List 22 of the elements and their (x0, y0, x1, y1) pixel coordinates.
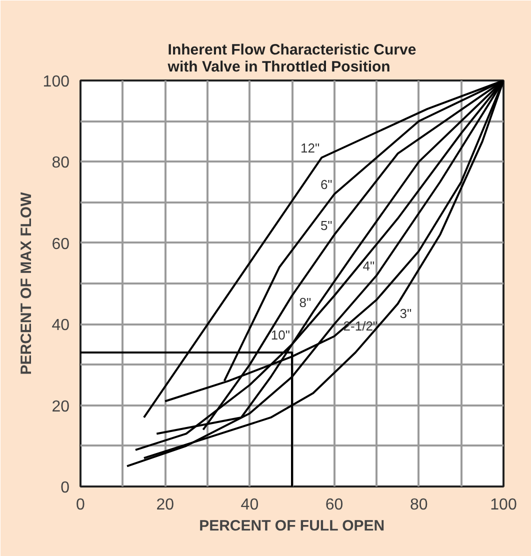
x-tick-label: 0 (76, 496, 86, 514)
series-label: 3" (400, 306, 412, 321)
x-tick-label: 20 (156, 496, 174, 514)
series-label: 12" (300, 140, 320, 156)
series-label: 6" (320, 177, 333, 192)
y-tick-label: 60 (52, 236, 70, 253)
y-axis-title: PERCENT OF MAX FLOW (18, 191, 35, 375)
y-tick-label: 80 (52, 154, 70, 172)
series-label: 5" (320, 218, 333, 233)
x-tick-label: 40 (240, 496, 259, 514)
chart-title: Inherent Flow Characteristic Curve with Valve in Throttled Position (166, 42, 416, 76)
x-tick-label: 100 (490, 496, 517, 514)
y-tick-label: 40 (52, 317, 70, 334)
y-tick-label: 100 (42, 74, 70, 90)
series-label: 4" (362, 258, 375, 274)
series-label: 10" (270, 327, 290, 342)
y-tick-label: 0 (60, 480, 70, 496)
x-tick-label: 80 (410, 496, 428, 514)
series-label: 8" (299, 294, 312, 310)
y-tick-label: 20 (52, 398, 70, 416)
x-axis-title: PERCENT OF FULL OPEN (199, 518, 385, 534)
x-tick-label: 60 (325, 496, 344, 514)
